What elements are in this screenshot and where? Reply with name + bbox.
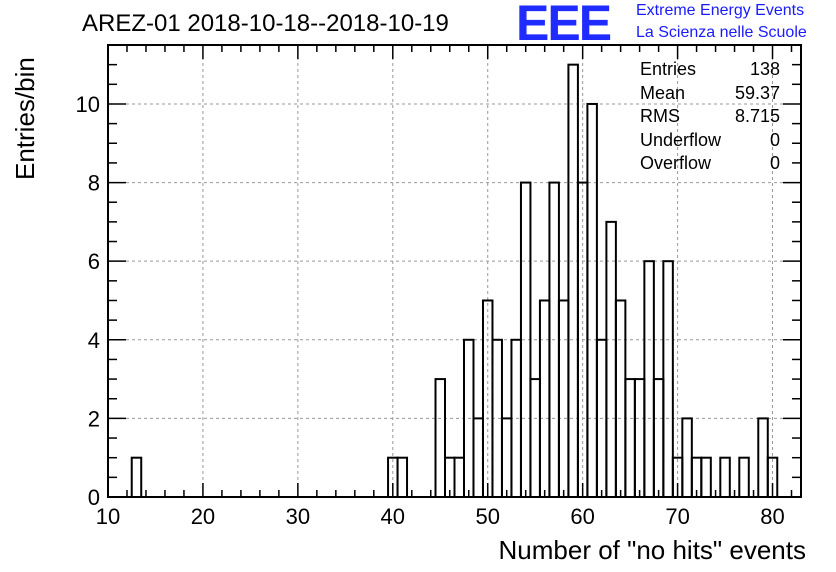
chart-title: AREZ-01 2018-10-18--2018-10-19 [82, 10, 449, 37]
stat-label: Mean [640, 82, 686, 103]
stat-value: 59.37 [734, 82, 780, 103]
histogram-bar [567, 63, 579, 499]
y-axis-label: Entries/bin [10, 57, 40, 180]
histogram-bar [605, 220, 617, 498]
histogram-bar [700, 456, 712, 498]
histogram-bar [624, 378, 636, 498]
histogram-bar [396, 456, 409, 498]
histogram-bar [652, 378, 665, 498]
x-tick-label: 20 [191, 504, 215, 529]
tick-labels: 10 20 30 40 50 60 70 80 0 2 4 6 8 10 [76, 92, 785, 529]
histogram-bar [453, 456, 465, 498]
histogram-bar [472, 417, 484, 498]
histogram-bar [719, 456, 731, 498]
stat-label: Underflow [640, 129, 722, 150]
stat-label: RMS [640, 106, 680, 127]
x-tick-label: 10 [96, 504, 120, 529]
histogram-bar [614, 299, 627, 499]
y-tick-label: 2 [88, 406, 100, 431]
x-tick-label: 30 [286, 504, 310, 529]
histogram-bar [681, 417, 693, 498]
histogram-bar [130, 456, 143, 498]
stat-label: Overflow [640, 153, 712, 174]
x-tick-label: 70 [665, 504, 689, 529]
x-tick-label: 60 [570, 504, 594, 529]
stat-overflow: Overflow 0 [640, 152, 780, 176]
logo-line-2: La Scienza nelle Scuole [636, 24, 807, 41]
x-tick-label: 50 [475, 504, 499, 529]
histogram-bar [557, 299, 570, 499]
stat-value: 0 [769, 129, 780, 150]
y-tick-label: 8 [88, 171, 100, 196]
x-tick-label: 40 [381, 504, 405, 529]
stat-underflow: Underflow 0 [640, 129, 780, 153]
y-tick-label: 10 [76, 92, 100, 117]
x-tick-label: 80 [760, 504, 784, 529]
histogram-bar [738, 456, 750, 498]
stat-rms: RMS 8.715 [640, 105, 780, 129]
eee-logo: EEE [516, 0, 612, 51]
stat-label: Entries [640, 59, 697, 79]
y-tick-label: 4 [88, 328, 100, 353]
stat-entries: Entries 138 [640, 58, 780, 82]
histogram-bar [757, 417, 769, 498]
histogram-bar [662, 260, 674, 498]
histogram-bar [538, 299, 551, 499]
axis-ticks [107, 44, 801, 498]
logo-line-1: Extreme Energy Events [636, 2, 805, 19]
plot-frame [107, 44, 802, 498]
stat-value: 138 [749, 59, 780, 79]
histogram-bar [643, 260, 655, 498]
stat-value: 0 [769, 153, 780, 174]
histogram-bar [586, 102, 598, 499]
stat-value: 8.715 [734, 106, 780, 127]
stats-box: Entries 138 Mean 59.37 RMS 8.715 Underfl… [640, 58, 780, 176]
y-tick-label: 6 [88, 249, 100, 274]
histogram-bar [633, 378, 646, 498]
y-tick-label: 0 [88, 485, 100, 510]
histogram-bar [434, 378, 447, 498]
stat-mean: Mean 59.37 [640, 82, 780, 106]
histogram-bar [529, 378, 541, 498]
x-axis-label: Number of "no hits" events [498, 535, 807, 565]
histogram-bar [500, 417, 513, 498]
